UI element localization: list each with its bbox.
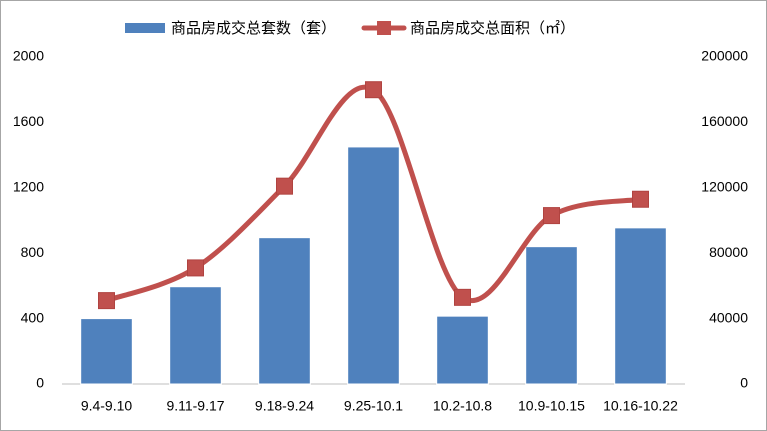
bar (169, 286, 222, 385)
line-marker (543, 207, 560, 225)
bar (525, 246, 578, 385)
y-tick-label: 1200 (13, 179, 44, 195)
legend-label: 商品房成交总面积（㎡） (410, 19, 575, 37)
x-tick-label: 9.18-9.24 (255, 398, 314, 414)
y2-tick-label: 40000 (709, 309, 748, 325)
y-tick-label: 1600 (13, 113, 44, 129)
legend-marker (377, 21, 392, 35)
y-tick-label: 400 (21, 309, 45, 325)
y2-tick-label: 80000 (709, 244, 748, 260)
line-marker (454, 288, 471, 306)
bar (258, 237, 311, 385)
y-tick-label: 2000 (13, 48, 44, 64)
y2-tick-label: 120000 (701, 179, 748, 195)
bar (436, 315, 489, 385)
line-marker (98, 292, 115, 310)
bar (347, 146, 400, 385)
x-tick-label: 9.25-10.1 (344, 398, 403, 414)
line-marker (276, 177, 293, 195)
y-tick-label: 0 (36, 375, 44, 391)
x-tick-label: 10.16-10.22 (603, 398, 678, 414)
bar (80, 318, 133, 385)
legend-swatch (125, 23, 165, 33)
line-marker (187, 259, 204, 277)
x-tick-label: 9.11-9.17 (166, 398, 224, 414)
y-tick-label: 800 (21, 244, 45, 260)
x-tick-label: 9.4-9.10 (81, 398, 133, 414)
legend-label: 商品房成交总套数（套） (171, 19, 336, 37)
line-marker (632, 190, 649, 208)
bar (614, 227, 667, 385)
y2-tick-label: 160000 (701, 113, 748, 129)
x-tick-label: 10.2-10.8 (433, 398, 492, 414)
line-marker (365, 81, 382, 99)
y2-tick-label: 200000 (701, 48, 748, 64)
x-tick-label: 10.9-10.15 (518, 398, 585, 414)
y2-tick-label: 0 (740, 375, 748, 391)
